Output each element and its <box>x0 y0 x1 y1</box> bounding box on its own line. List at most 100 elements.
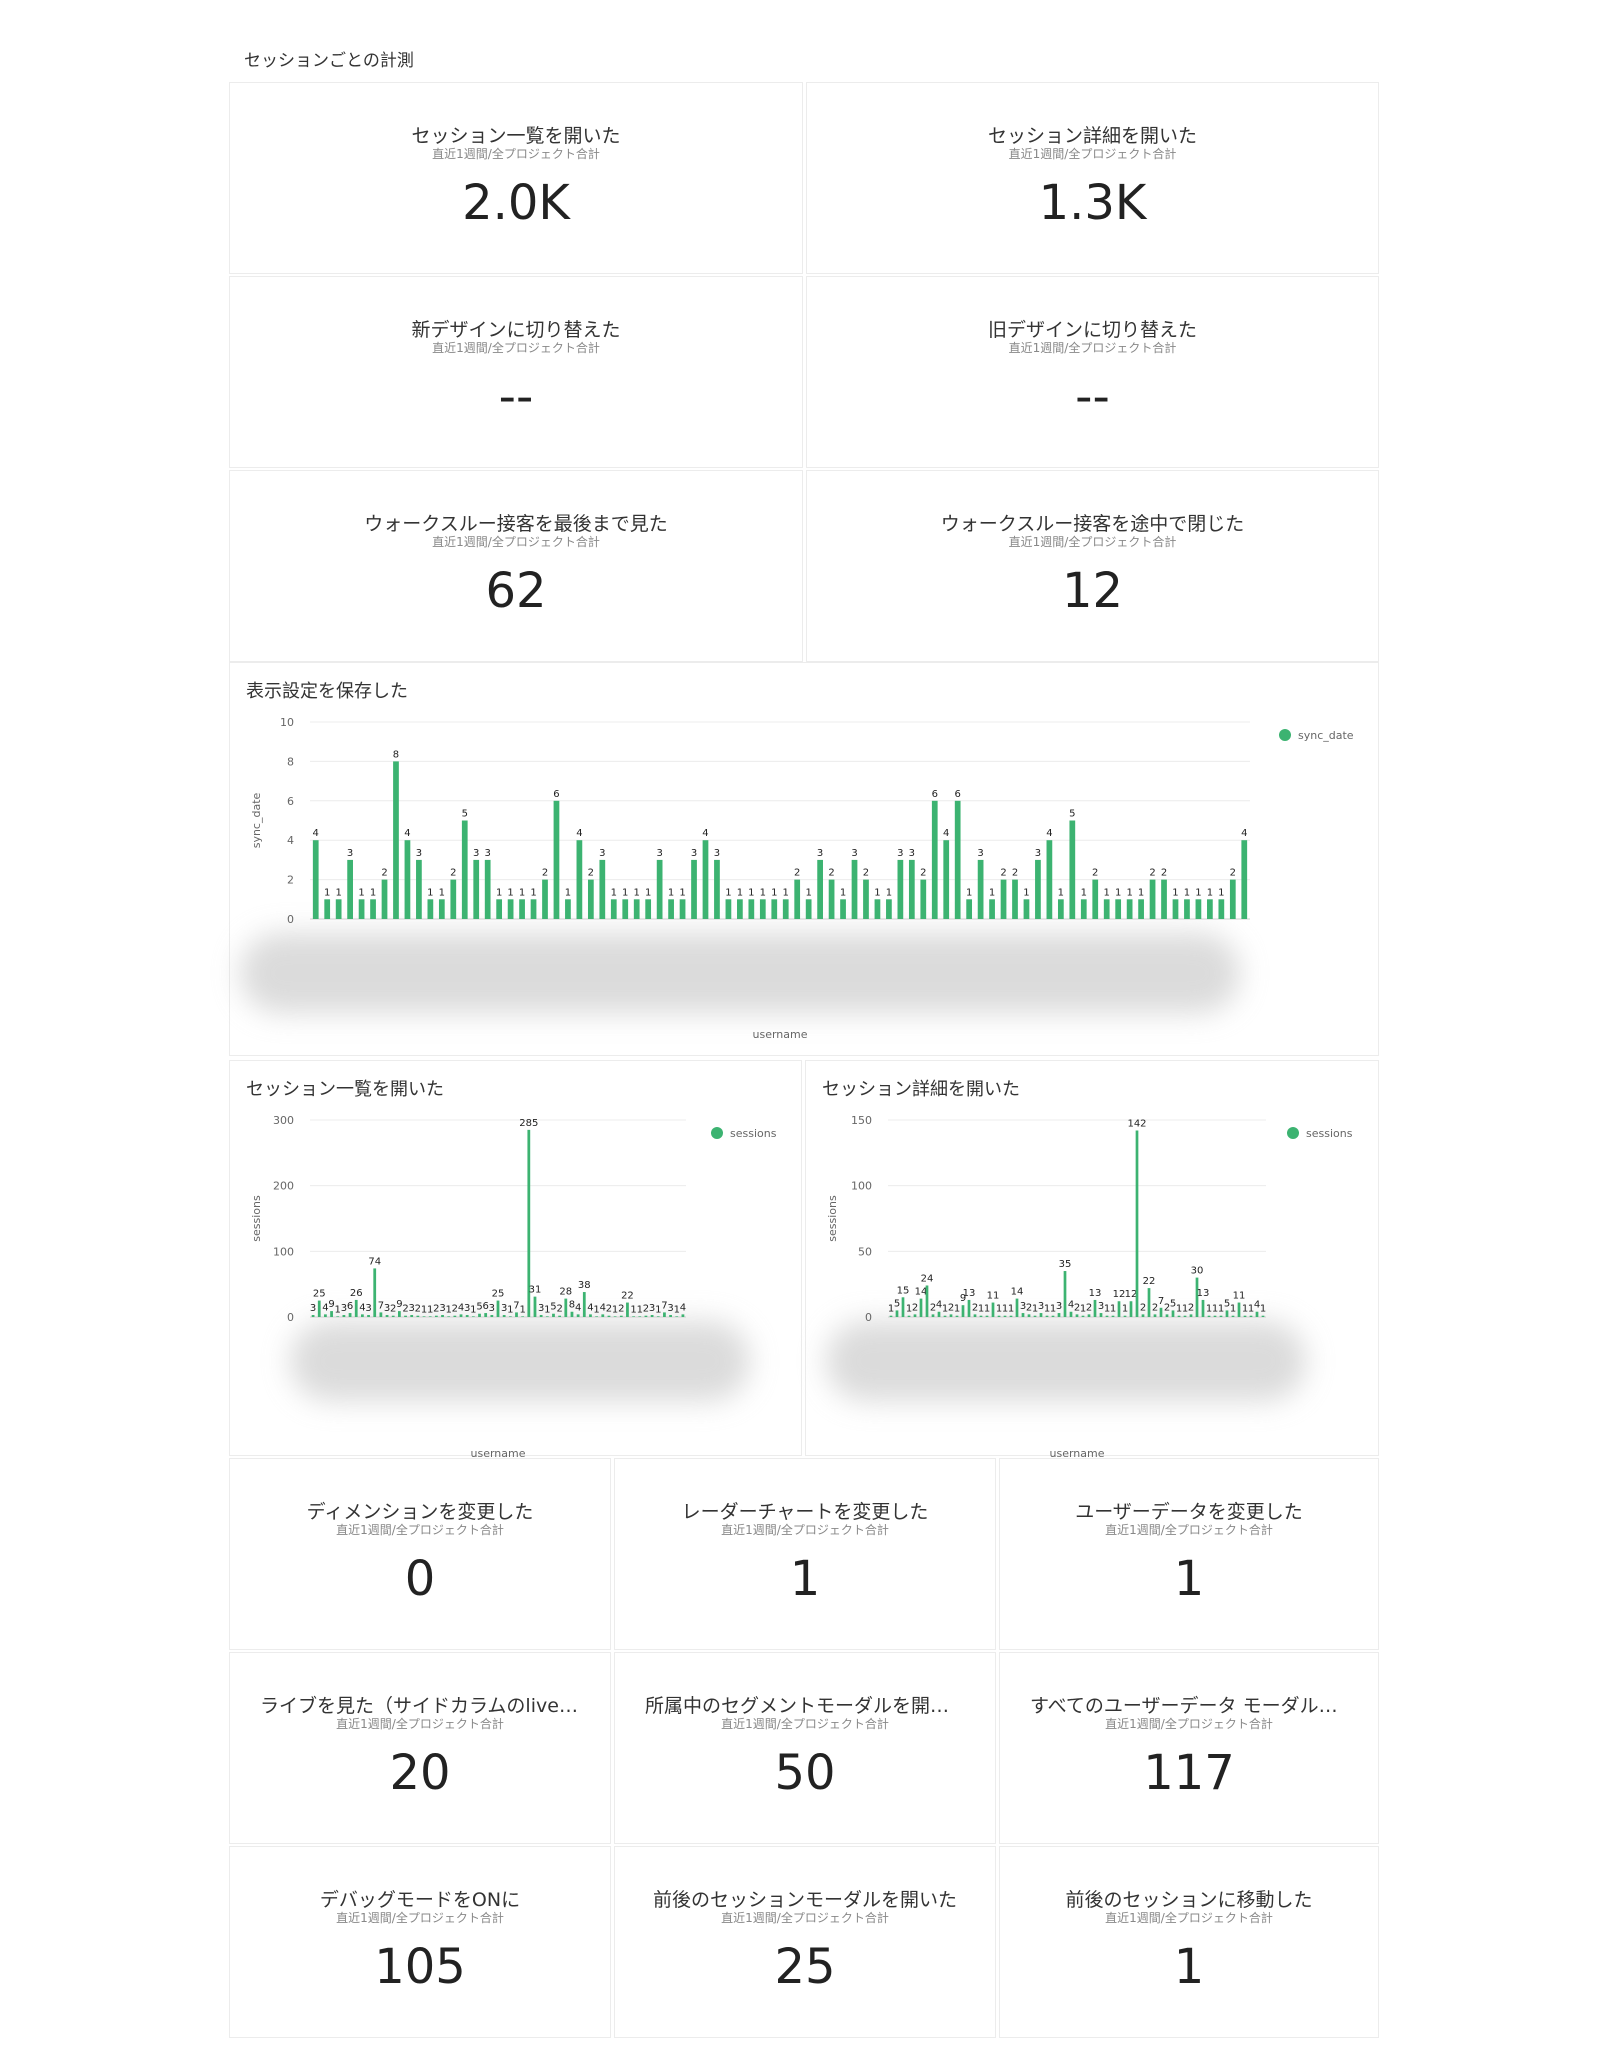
data-label: 1 <box>874 887 880 898</box>
bar <box>1195 899 1202 919</box>
kpi-value: 1 <box>1173 1551 1205 1607</box>
data-label: 4 <box>322 1302 328 1313</box>
y-tick-label: 0 <box>287 1311 294 1324</box>
data-label: 5 <box>1069 809 1075 820</box>
data-label: 1 <box>655 1304 661 1315</box>
bar <box>496 1300 500 1317</box>
data-label: 3 <box>484 848 490 859</box>
bar <box>669 1315 672 1317</box>
bar <box>465 1315 469 1317</box>
y-tick-label: 100 <box>273 1245 294 1258</box>
data-label: 13 <box>1089 1288 1102 1299</box>
data-label: 2 <box>972 1302 978 1313</box>
data-label: 1 <box>886 887 892 898</box>
data-label: 35 <box>1059 1259 1072 1270</box>
kpi-value: 0 <box>404 1551 436 1607</box>
y-tick-label: 100 <box>851 1180 872 1193</box>
data-label: 1 <box>1081 887 1087 898</box>
data-label: 1 <box>645 887 651 898</box>
data-label: 1 <box>674 1304 680 1315</box>
legend-marker <box>1279 729 1291 741</box>
bar <box>1165 1314 1169 1317</box>
bar <box>1000 879 1007 919</box>
x-axis-label: username <box>1050 1447 1105 1457</box>
bar <box>1201 1299 1205 1317</box>
data-label: 1 <box>622 887 628 898</box>
data-label: 6 <box>482 1301 488 1312</box>
data-label: 3 <box>464 1303 470 1314</box>
data-label: 1 <box>1260 1304 1266 1315</box>
data-label: 1 <box>1207 887 1213 898</box>
data-label: 3 <box>649 1303 655 1314</box>
bar <box>453 1315 457 1317</box>
bar <box>515 1312 518 1317</box>
bar <box>533 1296 537 1317</box>
data-label: 1 <box>1044 1304 1050 1315</box>
bar <box>335 899 342 919</box>
kpi-value: 1 <box>789 1551 821 1607</box>
kpi-title: 旧デザインに切り替えた <box>987 319 1197 341</box>
bar <box>1023 899 1030 919</box>
data-label: 5 <box>476 1302 482 1313</box>
bar <box>979 1315 983 1317</box>
bar <box>991 1302 995 1317</box>
data-label: 1 <box>989 887 995 898</box>
data-label: 2 <box>618 1304 624 1315</box>
data-label: 1 <box>771 887 777 898</box>
bar <box>874 899 881 919</box>
kpi-subtitle: 直近1週間/全プロジェクト合計 <box>336 1911 504 1925</box>
bar <box>484 1313 488 1317</box>
bar <box>422 1316 426 1317</box>
kpi-value: -- <box>1075 369 1110 425</box>
data-label: 1 <box>1242 1304 1248 1315</box>
data-label: 1 <box>1218 1304 1224 1315</box>
data-label: 13 <box>1197 1288 1210 1299</box>
bar <box>1063 1271 1067 1317</box>
data-label: 13 <box>963 1288 976 1299</box>
bar <box>324 1314 327 1317</box>
bar <box>691 859 697 919</box>
bar <box>656 1316 660 1317</box>
bar <box>607 1315 611 1317</box>
kpi-card: ディメンションを変更した 直近1週間/全プロジェクト合計 0 <box>229 1458 611 1650</box>
kpi-card: すべてのユーザーデータ モーダルを… 直近1週間/全プロジェクト合計 117 <box>999 1652 1379 1844</box>
bar <box>542 879 548 919</box>
data-label: 1 <box>1008 1304 1014 1315</box>
bar <box>955 1315 959 1317</box>
bar <box>570 1311 574 1317</box>
bar <box>895 1310 899 1317</box>
bar <box>1057 899 1064 919</box>
data-label: 2 <box>402 1304 408 1315</box>
data-label: 4 <box>404 828 410 839</box>
bar <box>759 899 766 919</box>
bar <box>427 899 434 919</box>
bar <box>681 1314 685 1317</box>
bar <box>656 859 663 919</box>
kpi-subtitle: 直近1週間/全プロジェクト合計 <box>1008 341 1177 355</box>
data-label: 1 <box>1230 1304 1236 1315</box>
bar <box>450 879 457 919</box>
bar <box>897 859 904 919</box>
legend-label: sessions <box>1306 1127 1353 1140</box>
bar <box>632 1316 635 1317</box>
data-label: 1 <box>966 887 972 898</box>
bar <box>644 1315 648 1317</box>
bar <box>1009 1315 1013 1317</box>
data-label: 1 <box>840 887 846 898</box>
data-label: 2 <box>1012 868 1018 879</box>
data-label: 1 <box>519 1304 525 1315</box>
kpi-title: デバッグモードをONに <box>319 1889 521 1911</box>
bar <box>619 1315 623 1317</box>
data-label: 2 <box>415 1304 421 1315</box>
bar <box>1177 1315 1181 1317</box>
data-label: 1 <box>611 887 617 898</box>
bar <box>404 1315 407 1317</box>
data-label: 1 <box>888 1304 894 1315</box>
bar <box>943 1315 947 1317</box>
y-axis-label: sessions <box>250 1195 263 1242</box>
data-label: 28 <box>559 1287 572 1298</box>
bar <box>1115 899 1122 919</box>
data-label: 1 <box>1122 1304 1128 1315</box>
data-label: 9 <box>328 1299 334 1310</box>
bar <box>1012 879 1018 919</box>
